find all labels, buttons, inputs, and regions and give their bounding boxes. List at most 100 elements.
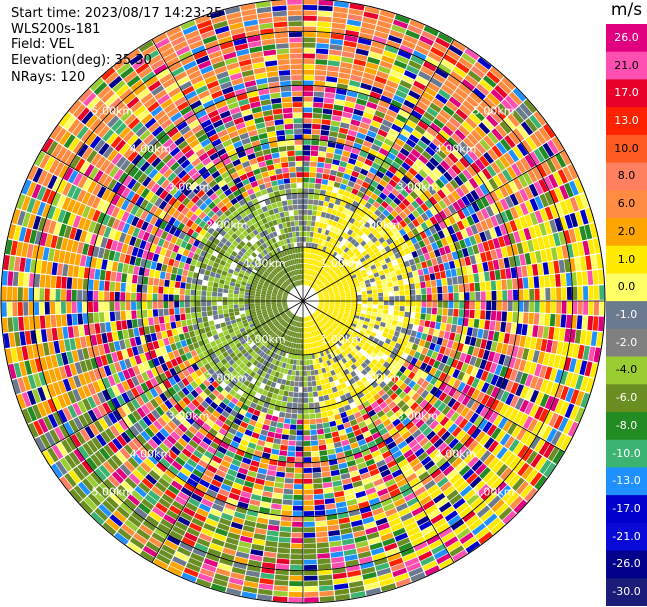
velocity-gate <box>286 310 291 315</box>
velocity-gate <box>414 312 421 319</box>
velocity-gate <box>528 276 534 289</box>
velocity-gate <box>317 390 324 397</box>
velocity-gate <box>424 228 432 237</box>
velocity-gate <box>373 405 382 414</box>
velocity-gate <box>508 131 520 145</box>
velocity-gate <box>360 269 367 275</box>
velocity-gate <box>372 431 381 440</box>
velocity-gate <box>266 307 272 311</box>
velocity-gate <box>425 56 440 67</box>
velocity-gate <box>303 435 311 441</box>
velocity-gate <box>329 197 336 204</box>
velocity-gate <box>371 547 385 556</box>
velocity-gate <box>101 259 108 270</box>
velocity-gate <box>334 413 342 421</box>
velocity-gate <box>429 434 440 445</box>
velocity-gate <box>334 490 345 498</box>
velocity-gate <box>442 105 455 116</box>
velocity-gate <box>198 503 211 513</box>
velocity-gate <box>399 290 405 296</box>
velocity-gate <box>487 93 501 106</box>
velocity-gate <box>265 475 276 482</box>
velocity-gate <box>389 301 395 306</box>
velocity-gate <box>317 553 330 559</box>
velocity-gate <box>433 249 441 258</box>
velocity-gate <box>430 468 442 479</box>
velocity-gate <box>169 406 179 417</box>
velocity-gate <box>157 339 165 348</box>
velocity-gate <box>362 516 375 525</box>
velocity-gate <box>491 499 505 513</box>
velocity-gate <box>275 427 283 434</box>
velocity-gate <box>320 379 326 385</box>
velocity-gate <box>364 176 373 184</box>
velocity-gate <box>505 322 512 333</box>
velocity-gate <box>341 56 354 64</box>
velocity-gate <box>494 321 501 332</box>
velocity-gate <box>255 298 260 301</box>
velocity-gate <box>501 77 516 91</box>
velocity-gate <box>447 423 458 434</box>
velocity-gate <box>126 389 135 401</box>
velocity-gate <box>346 134 356 142</box>
velocity-gate <box>391 259 398 266</box>
velocity-gate <box>442 125 454 137</box>
velocity-gate <box>345 426 353 434</box>
velocity-gate <box>344 449 353 457</box>
velocity-gate <box>308 392 314 398</box>
velocity-gate <box>356 43 371 51</box>
velocity-gate <box>96 333 103 345</box>
velocity-gate <box>372 289 378 294</box>
velocity-gate <box>391 367 399 375</box>
velocity-gate <box>345 493 356 501</box>
velocity-gate <box>414 486 426 497</box>
velocity-gate <box>350 442 359 449</box>
velocity-gate <box>408 380 416 389</box>
velocity-gate <box>487 330 495 341</box>
velocity-gate <box>202 436 212 446</box>
velocity-gate <box>235 283 241 288</box>
velocity-gate <box>204 326 211 333</box>
velocity-gate <box>319 590 334 597</box>
velocity-gate <box>363 577 379 585</box>
velocity-gate <box>303 424 310 430</box>
velocity-gate <box>577 344 585 360</box>
velocity-gate <box>309 275 313 281</box>
velocity-gate <box>491 301 497 311</box>
velocity-gate <box>505 209 514 221</box>
velocity-gate <box>420 66 434 77</box>
velocity-gate <box>185 444 196 454</box>
velocity-gate <box>226 338 233 344</box>
velocity-gate <box>107 457 119 471</box>
velocity-gate <box>83 267 90 279</box>
velocity-gate <box>339 331 345 337</box>
velocity-gate <box>386 356 393 364</box>
velocity-gate <box>459 239 467 249</box>
velocity-gate <box>283 368 289 375</box>
velocity-gate <box>336 452 345 459</box>
velocity-gate <box>215 568 231 577</box>
velocity-gate <box>369 542 383 551</box>
velocity-gate <box>317 281 322 286</box>
velocity-gate <box>399 228 407 236</box>
velocity-gate <box>529 198 539 212</box>
velocity-gate <box>45 315 51 328</box>
velocity-gate <box>309 337 312 343</box>
velocity-gate <box>166 509 179 520</box>
velocity-gate <box>326 267 332 273</box>
velocity-gate <box>34 273 41 288</box>
velocity-gate <box>303 327 305 333</box>
velocity-gate <box>415 233 423 242</box>
velocity-gate <box>366 384 374 392</box>
velocity-gate <box>495 430 506 443</box>
velocity-gate <box>534 377 544 391</box>
velocity-gate <box>233 348 241 355</box>
velocity-gate <box>436 279 442 287</box>
velocity-gate <box>585 207 594 224</box>
velocity-gate <box>306 275 309 280</box>
velocity-gate <box>366 153 376 162</box>
velocity-gate <box>476 210 485 222</box>
velocity-gate <box>323 272 328 277</box>
velocity-gate <box>317 244 321 250</box>
velocity-gate <box>510 323 517 334</box>
